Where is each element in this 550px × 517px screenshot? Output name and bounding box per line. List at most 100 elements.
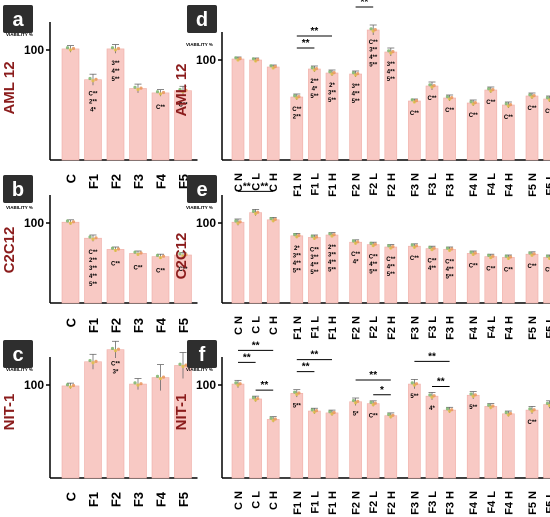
data-point [473, 393, 477, 397]
bracket-significance: ** [311, 26, 319, 37]
data-point [178, 87, 182, 92]
significance-annotation: 4* [353, 260, 359, 266]
significance-annotation: C** [178, 267, 188, 273]
bar [543, 404, 550, 479]
x-tick-label: F5 L [545, 491, 550, 514]
data-point [65, 383, 70, 387]
data-point [116, 347, 121, 351]
data-point [373, 401, 377, 405]
x-tick-label: C H [268, 316, 280, 335]
data-point [234, 56, 238, 60]
bar [129, 88, 147, 161]
data-point [94, 236, 98, 240]
x-tick-label: F4 L [486, 316, 498, 339]
significance-annotation: C** [111, 261, 121, 267]
significance-annotation: 5** [293, 403, 302, 409]
x-tick-label: F3 N [409, 491, 421, 515]
data-point [414, 244, 419, 248]
data-point [251, 209, 256, 213]
data-point [158, 256, 163, 260]
significance-annotation: C** [545, 267, 550, 273]
panel-label-badge [3, 175, 33, 203]
significance-annotation: 5** [352, 99, 361, 105]
significance-annotation: 4* [90, 108, 96, 114]
x-tick-label: C [64, 317, 79, 327]
data-point [504, 411, 508, 415]
significance-annotation: 5** [369, 270, 378, 276]
significance-annotation: C** [133, 265, 143, 271]
significance-annotation: 5** [111, 77, 120, 83]
data-point [161, 90, 166, 95]
bar [484, 406, 498, 479]
significance-annotation: C** [486, 267, 496, 273]
x-tick-label: C L [251, 491, 263, 509]
x-tick-label: C N [233, 316, 245, 335]
data-point [71, 383, 76, 388]
x-tick-label: F4 [154, 491, 169, 507]
bar [543, 257, 550, 304]
data-point [491, 254, 495, 258]
data-point [88, 358, 92, 363]
significance-annotation: C** [351, 252, 361, 258]
data-point [273, 417, 277, 421]
y-axis-title: NIT-1 [173, 394, 190, 431]
data-point [432, 246, 436, 250]
x-tick-label: F3 H [445, 491, 457, 515]
x-tick-label: F2 N [351, 173, 363, 197]
data-point [136, 252, 140, 256]
x-tick-label: F3 L [427, 491, 439, 514]
data-point [184, 253, 188, 257]
bracket-significance: ** [252, 340, 260, 351]
data-point [133, 250, 137, 254]
x-tick-label: F5 L [545, 316, 550, 339]
bracket-significance: ** [261, 181, 269, 192]
bracket-significance: ** [311, 350, 319, 361]
data-point [269, 416, 273, 420]
x-tick-label: F1 N [292, 173, 304, 197]
bracket-significance: * [380, 385, 384, 396]
x-tick-label: F4 H [503, 173, 515, 197]
significance-annotation: 4** [310, 262, 319, 268]
bar [106, 249, 125, 304]
data-point [445, 95, 450, 99]
x-tick-label: F3 N [409, 316, 421, 340]
significance-annotation: C** [445, 108, 455, 114]
x-tick-label: F1 N [292, 491, 304, 515]
data-point [414, 99, 419, 103]
panel-label-badge [3, 5, 33, 33]
data-point [113, 248, 118, 252]
data-point [136, 383, 140, 387]
x-tick-label: F5 N [527, 173, 539, 197]
data-point [545, 254, 550, 258]
x-tick-label: F5 [176, 492, 191, 507]
significance-annotation: C** [88, 250, 98, 256]
significance-annotation: 5** [293, 268, 302, 274]
significance-annotation: 4** [369, 55, 378, 61]
bar [408, 245, 421, 304]
bar [384, 51, 398, 161]
y-tick-label: 100 [24, 216, 44, 230]
significance-annotation: 4** [387, 70, 396, 76]
data-point [391, 245, 395, 249]
data-point [68, 385, 73, 389]
data-point [387, 49, 391, 53]
x-tick-label: C N [233, 491, 245, 510]
y-axis-title: C2C12 [1, 227, 18, 274]
significance-annotation: 5** [328, 98, 337, 104]
x-tick-label: F3 [131, 318, 146, 333]
bar [266, 419, 280, 479]
data-point [410, 98, 414, 102]
data-point [373, 242, 377, 246]
bar [61, 385, 80, 479]
x-tick-label: F3 L [427, 173, 439, 196]
significance-annotation: 4** [328, 260, 337, 266]
x-tick-label: F4 N [468, 173, 480, 197]
significance-annotation: 5** [387, 272, 396, 278]
data-point [387, 412, 391, 417]
y-tick-label: 100 [196, 216, 216, 230]
data-point [491, 404, 495, 408]
x-tick-label: F1 L [309, 173, 321, 196]
data-point [269, 64, 273, 68]
significance-annotation: C** [310, 247, 320, 253]
x-tick-label: F3 L [427, 316, 439, 339]
